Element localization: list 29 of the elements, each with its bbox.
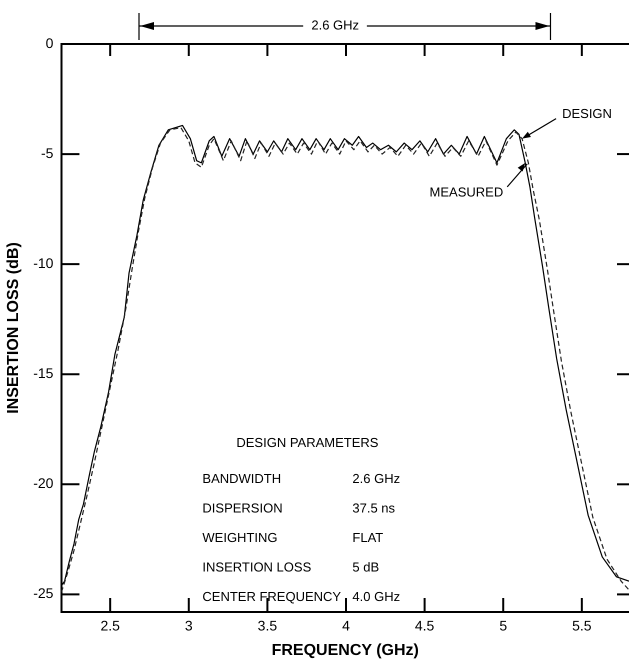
annotation: 4.0 GHz [352,588,400,604]
y-tick-label: -10 [33,255,54,272]
x-tick-label: 4 [342,617,350,634]
annotation: INSERTION LOSS [202,559,312,574]
annotation: CENTER FREQUENCY [202,588,342,604]
y-tick-label: -15 [33,365,54,382]
annotation: 5 dB [352,559,380,574]
y-axis-title: INSERTION LOSS (dB) [5,242,22,414]
annotation: BANDWIDTH [202,470,282,486]
y-tick-label: 0 [46,34,54,51]
annotation: DISPERSION [202,500,283,516]
y-tick-label: -20 [33,475,54,492]
y-tick-label: -5 [40,144,54,161]
x-tick-label: 5 [499,617,508,634]
y-tick-label: -25 [33,585,54,602]
x-tick-label: 3.5 [258,617,278,634]
text: 2.6 GHz [311,18,360,33]
series-label: MEASURED [430,184,504,200]
x-axis-title: FREQUENCY (GHz) [272,642,419,659]
annotation: 37.5 ns [352,500,396,516]
annotation: FLAT [352,530,384,545]
x-tick-label: 2.5 [100,617,120,634]
x-tick-label: 5.5 [572,617,592,634]
annotation: 2.6 GHz [352,470,400,486]
x-tick-label: 3 [184,617,193,634]
annotation: DESIGN PARAMETERS [236,434,379,450]
text: DESIGN [562,106,612,122]
annotation: WEIGHTING [202,530,278,545]
x-tick-label: 4.5 [414,617,435,634]
